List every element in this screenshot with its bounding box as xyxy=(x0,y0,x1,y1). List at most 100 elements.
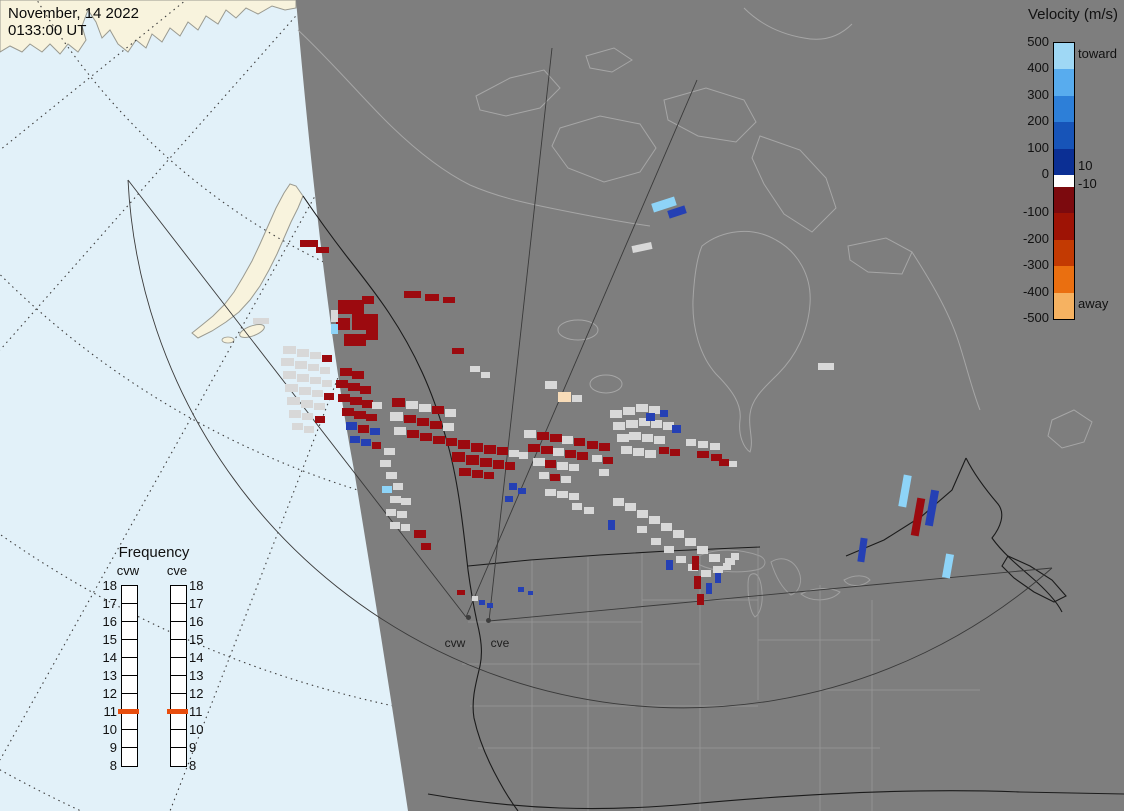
velocity-cell xyxy=(545,489,556,496)
velocity-cell xyxy=(480,458,492,467)
velocity-cell xyxy=(484,445,496,454)
velocity-cell xyxy=(673,530,684,538)
velocity-cell xyxy=(384,448,395,455)
velocity-tick-label: -100 xyxy=(1022,204,1049,220)
velocity-cell xyxy=(443,297,455,303)
velocity-cell xyxy=(281,358,294,366)
frequency-scale-segment xyxy=(171,658,186,676)
velocity-cell xyxy=(565,450,576,458)
velocity-cell xyxy=(372,442,381,449)
velocity-cell xyxy=(397,511,407,518)
frequency-tick-label: 16 xyxy=(189,614,204,629)
velocity-colorbar xyxy=(1053,42,1075,320)
velocity-cell xyxy=(910,497,926,537)
velocity-cell xyxy=(346,422,357,430)
frequency-tick-label: 13 xyxy=(189,668,204,683)
minus-ten-label: -10 xyxy=(1078,176,1097,191)
velocity-cell xyxy=(706,583,712,594)
velocity-cell xyxy=(497,447,508,455)
velocity-cell xyxy=(659,447,669,454)
velocity-cell xyxy=(446,438,457,446)
velocity-cell xyxy=(528,591,533,595)
velocity-cell xyxy=(557,491,568,498)
velocity-cell xyxy=(572,503,582,510)
velocity-cell xyxy=(574,438,585,446)
velocity-cell xyxy=(646,413,655,421)
velocity-cell xyxy=(610,410,622,418)
velocity-legend-title: Velocity (m/s) xyxy=(1027,6,1118,23)
frequency-marker-cvw xyxy=(118,709,139,714)
velocity-cell xyxy=(283,346,296,354)
frequency-legend-title: Frequency xyxy=(118,544,190,561)
velocity-cell xyxy=(631,241,653,254)
velocity-cell xyxy=(458,440,470,449)
frequency-tick-label: 15 xyxy=(189,632,204,647)
radar-site-dot-cve xyxy=(486,618,491,623)
velocity-cell xyxy=(315,416,325,423)
colorbar-segment xyxy=(1054,292,1074,319)
velocity-tick-label: 200 xyxy=(1027,113,1049,129)
frequency-scale-segment xyxy=(171,640,186,658)
velocity-cell xyxy=(701,570,711,577)
velocity-cell xyxy=(725,558,735,565)
colorbar-segment xyxy=(1054,148,1074,175)
velocity-cell xyxy=(660,410,668,417)
velocity-cell xyxy=(336,380,348,388)
velocity-cell xyxy=(336,318,350,330)
radar-site-label-cvw: cvw xyxy=(444,636,466,650)
velocity-cell xyxy=(340,368,352,376)
velocity-cell xyxy=(636,404,648,412)
velocity-tick-label: 100 xyxy=(1027,139,1049,155)
velocity-cell xyxy=(584,507,594,514)
velocity-cell xyxy=(481,372,490,378)
frequency-scale-segment xyxy=(171,730,186,748)
velocity-cell xyxy=(285,384,298,392)
velocity-cell xyxy=(352,314,378,330)
velocity-cell xyxy=(390,496,401,503)
frequency-tick-label: 17 xyxy=(102,596,117,611)
velocity-cell xyxy=(558,392,571,402)
velocity-cell xyxy=(617,434,629,442)
velocity-cell xyxy=(289,410,301,418)
velocity-cell xyxy=(344,334,366,346)
velocity-cell xyxy=(599,469,609,476)
velocity-cell xyxy=(670,449,680,456)
velocity-cell xyxy=(524,430,536,438)
velocity-cell xyxy=(362,296,374,304)
velocity-cell xyxy=(297,349,309,357)
velocity-cell xyxy=(320,367,330,374)
frequency-scale-segment xyxy=(122,676,137,694)
velocity-cell xyxy=(557,462,568,470)
velocity-cell xyxy=(472,596,478,601)
velocity-cell xyxy=(283,371,296,379)
velocity-cell xyxy=(639,418,650,426)
colorbar-segment xyxy=(1054,213,1074,240)
velocity-cell xyxy=(308,364,319,371)
velocity-cell xyxy=(452,452,465,462)
frequency-column-label-cvw: cvw xyxy=(116,563,140,578)
velocity-cell xyxy=(322,380,332,387)
velocity-cell xyxy=(401,498,411,505)
velocity-cell xyxy=(519,452,528,459)
velocity-cell xyxy=(666,560,673,570)
colorbar-segment xyxy=(1054,95,1074,123)
velocity-cell xyxy=(421,543,431,550)
radar-fov-outline xyxy=(127,47,1053,709)
velocity-cell xyxy=(686,439,696,446)
velocity-cell xyxy=(663,422,674,430)
colorbar-segment xyxy=(1054,174,1074,187)
frequency-tick-label: 18 xyxy=(102,578,117,593)
velocity-cell xyxy=(528,444,540,452)
small-island xyxy=(221,336,235,344)
frequency-tick-label: 18 xyxy=(189,578,204,593)
velocity-cell xyxy=(362,400,373,408)
velocity-cell xyxy=(420,433,432,441)
velocity-cell xyxy=(479,600,485,605)
velocity-cell xyxy=(629,432,641,440)
velocity-tick-label: 300 xyxy=(1027,86,1049,102)
velocity-cell xyxy=(613,422,625,430)
velocity-cell xyxy=(651,420,662,428)
velocity-cell xyxy=(697,594,704,605)
velocity-cell xyxy=(310,377,321,384)
